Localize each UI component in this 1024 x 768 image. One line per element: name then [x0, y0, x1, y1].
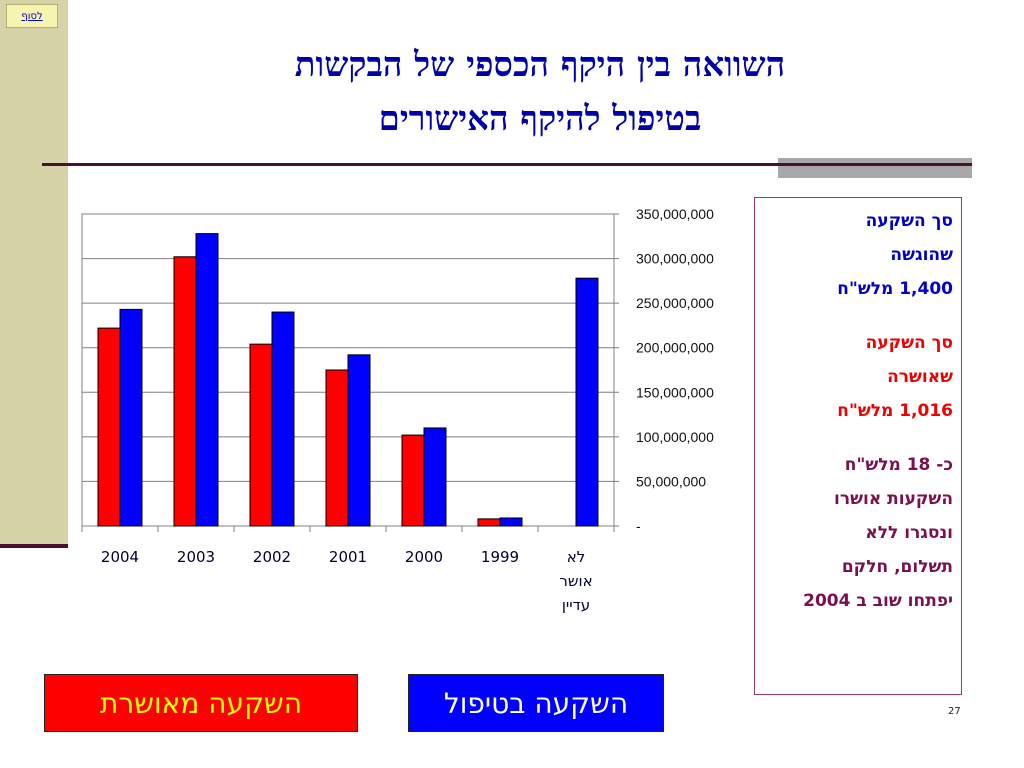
y-tick-label: 300,000,000 — [636, 251, 714, 267]
summary-approved-line2: שאושרה — [887, 367, 953, 387]
x-tick-label: 1999 — [481, 548, 519, 566]
y-tick-label: 50,000,000 — [636, 473, 706, 489]
bar — [477, 518, 501, 527]
y-tick-label: 350,000,000 — [636, 206, 714, 222]
bar — [271, 311, 295, 527]
end-link-button[interactable]: לסוף — [6, 4, 58, 28]
summary-box: סך השקעה שהוגשה 1,400 מלש"ח סך השקעה שאו… — [754, 197, 962, 695]
bar — [401, 434, 425, 527]
bar — [119, 308, 143, 527]
left-strip-divider — [0, 544, 68, 548]
summary-closed-line3: ונסגרו ללא — [865, 523, 953, 543]
x-tick-label: 2000 — [405, 548, 443, 566]
y-tick-label: 150,000,000 — [636, 384, 714, 400]
left-decorative-strip — [0, 0, 68, 548]
y-tick-label: 250,000,000 — [636, 295, 714, 311]
bar — [499, 517, 523, 527]
page-number: 27 — [948, 706, 961, 717]
x-tick-label: עדיין — [562, 596, 590, 614]
slide-title: השוואה בין היקף הכספי של הבקשות בטיפול ל… — [90, 38, 990, 146]
x-tick-label: 2004 — [101, 548, 139, 566]
summary-submitted: סך השקעה שהוגשה 1,400 מלש"ח — [755, 204, 953, 306]
summary-approved-line1: סך השקעה — [865, 333, 953, 353]
y-tick-label: - — [636, 518, 641, 534]
x-tick-label: 2003 — [177, 548, 215, 566]
summary-closed-line2: השקעות אושרו — [834, 489, 953, 509]
summary-closed-line1: כ- 18 מלש"ח — [844, 455, 953, 475]
bar — [325, 369, 349, 527]
summary-submitted-amount: 1,400 מלש"ח — [837, 279, 953, 299]
y-tick-label: 200,000,000 — [636, 340, 714, 356]
x-tick-label: 2002 — [253, 548, 291, 566]
slide-title-line1: השוואה בין היקף הכספי של הבקשות — [294, 45, 786, 85]
y-tick-label: 100,000,000 — [636, 429, 714, 445]
slide-title-line2: בטיפול להיקף האישורים — [378, 99, 702, 139]
title-rule — [42, 163, 972, 166]
legend-pending: השקעה בטיפול — [408, 674, 664, 732]
bar — [575, 277, 599, 527]
legend-approved: השקעה מאושרת — [44, 674, 358, 732]
bar — [249, 343, 273, 527]
summary-closed: כ- 18 מלש"ח השקעות אושרו ונסגרו ללא תשלו… — [755, 448, 953, 618]
x-tick-label: 2001 — [329, 548, 367, 566]
summary-approved-amount: 1,016 מלש"ח — [837, 401, 953, 421]
summary-closed-line4: תשלום, חלקם — [841, 557, 953, 577]
bar — [423, 427, 447, 527]
bar — [347, 354, 371, 527]
bar — [195, 233, 219, 527]
x-tick-label: לא — [567, 548, 586, 566]
bar — [173, 256, 197, 527]
summary-submitted-line2: שהוגשה — [890, 245, 953, 265]
summary-submitted-line1: סך השקעה — [865, 211, 953, 231]
bar — [97, 327, 121, 527]
x-tick-label: אושר — [559, 572, 592, 590]
summary-closed-line5: יפתחו שוב ב 2004 — [803, 591, 953, 611]
summary-approved: סך השקעה שאושרה 1,016 מלש"ח — [755, 326, 953, 428]
